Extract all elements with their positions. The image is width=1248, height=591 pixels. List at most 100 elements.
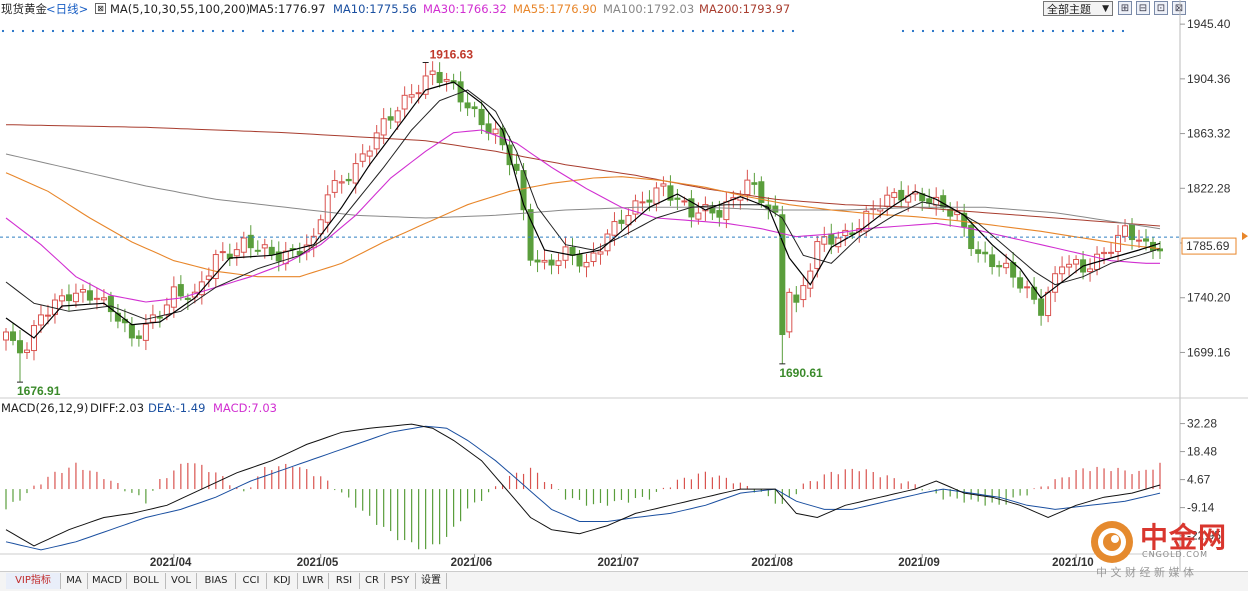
header-dot [71,29,75,33]
candle [359,153,366,162]
header-dot [471,29,475,33]
header-dot [61,29,65,33]
period-label[interactable]: <日线> [46,2,89,16]
header-dot [591,29,595,33]
candle [639,201,646,204]
ma200-value: MA200:1793.97 [699,2,791,16]
candle [177,284,184,297]
candle [422,75,429,95]
header-dot [81,29,85,33]
candle [674,197,681,200]
candle [989,254,996,268]
header-dot [241,29,245,33]
ma-params: MA(5,10,30,55,100,200) [110,2,251,16]
indicator-tab-1[interactable]: MA [61,573,88,589]
indicator-tab-7[interactable]: KDJ [267,573,298,589]
header-dot [11,29,15,33]
header-dot [1011,29,1015,33]
candle [583,261,590,268]
candle [1136,239,1143,242]
indicator-tab-2[interactable]: MACD [88,573,127,589]
candle [884,194,891,207]
header-dot [511,29,515,33]
header-dot [331,29,335,33]
candle [793,294,800,303]
header-dot [541,29,545,33]
indicator-tab-11[interactable]: PSY [385,573,416,589]
candle [415,92,422,95]
date-tick-label: 2021/10 [1052,557,1094,569]
header-dot [1101,29,1105,33]
candle [828,233,835,245]
header-dot [981,29,985,33]
candle [268,246,275,256]
indicator-tab-5[interactable]: BIAS [197,573,236,589]
indicator-tab-8[interactable]: LWR [298,573,329,589]
candle [814,241,821,269]
price-tick-label: 1863.32 [1187,127,1231,141]
header-dot [1061,29,1065,33]
current-price-arrow-icon [1242,232,1248,241]
header-dot [761,29,765,33]
header-dot [1121,29,1125,33]
indicator-tab-10[interactable]: CR [360,573,385,589]
header-dot [941,29,945,33]
indicator-tabs: VIP指标 MA MACD BOLL VOL BIAS CCI KDJ LWR RSI CR PSY 设… [0,571,1248,591]
candle [555,260,562,266]
candle [527,209,534,261]
ma-indicator-icon: ⊠ [95,3,106,14]
macd-chart[interactable]: MACD(26,12,9) DIFF:2.03 DEA:-1.49 MACD:7.03… [0,400,1248,572]
candle [142,323,149,341]
date-tick-label: 2021/09 [898,557,940,569]
header-dot [991,29,995,33]
header-dot [211,29,215,33]
indicator-tab-3[interactable]: BOLL [127,573,166,589]
candle [800,285,807,301]
zoom-out-icon[interactable]: ⊟ [1136,1,1150,15]
theme-select[interactable]: 全部主题 ▼ [1043,1,1113,16]
header-dot [1081,29,1085,33]
candle [156,316,163,319]
header-dot [341,29,345,33]
header-dot [601,29,605,33]
date-tick-label: 2021/07 [597,557,639,569]
candle [751,182,758,185]
candle [1101,251,1108,255]
header-dot [361,29,365,33]
header-dot [621,29,625,33]
fit-view-icon[interactable]: ⊡ [1154,1,1168,15]
price-chart[interactable]: 1945.401904.361863.321822.281781.241740.… [0,0,1248,400]
header-dot [1051,29,1055,33]
ma55-line [5,172,1161,278]
candle [401,94,408,110]
indicator-tab-0[interactable]: VIP指标 [6,573,61,589]
candle [1122,225,1129,237]
candle [695,212,702,220]
candle [464,102,471,109]
indicator-tab-9[interactable]: RSI [329,573,360,589]
candle [1066,263,1073,268]
header-dot [221,29,225,33]
indicator-tab-6[interactable]: CCI [236,573,267,589]
indicator-tab-12[interactable]: 设置 [416,573,447,589]
header-dot [1091,29,1095,33]
candle [9,331,16,341]
zoom-in-icon[interactable]: ⊞ [1118,1,1132,15]
indicator-tab-4[interactable]: VOL [166,573,197,589]
header-dot [201,29,205,33]
header-dot [391,29,395,33]
header-dot [961,29,965,33]
candle [37,314,44,326]
logo-emblem-icon [1091,521,1133,563]
ma100-line [5,153,1161,230]
header-dot [501,29,505,33]
header-dot [101,29,105,33]
candle [72,292,79,303]
candle [898,189,905,201]
price-tick-label: 1699.16 [1187,345,1231,359]
date-tick-label: 2021/06 [451,557,493,569]
header-dot [481,29,485,33]
header-dot [311,29,315,33]
candle [681,200,688,203]
close-panel-icon[interactable]: ⊠ [1172,1,1186,15]
